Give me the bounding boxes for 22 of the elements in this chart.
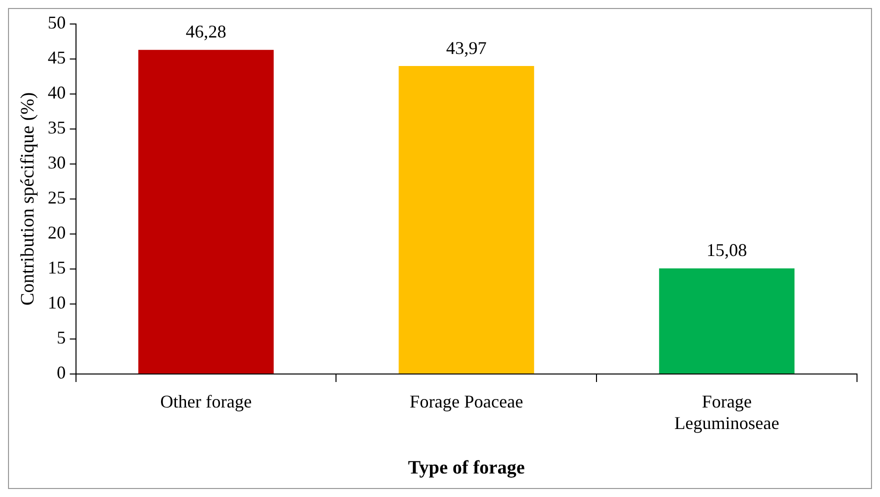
x-tick-label: Forage Leguminoseae bbox=[674, 392, 780, 434]
x-tick-label: Forage Poaceae bbox=[410, 392, 524, 412]
y-axis-title: Contribution spécifique (%) bbox=[17, 92, 38, 306]
y-tick-label: 5 bbox=[56, 328, 66, 348]
y-tick-label: 15 bbox=[48, 258, 66, 278]
bar bbox=[138, 50, 274, 374]
bar bbox=[659, 268, 795, 374]
y-tick-label: 10 bbox=[48, 292, 66, 313]
y-tick-label: 35 bbox=[48, 118, 66, 138]
data-label: 46,28 bbox=[186, 22, 226, 42]
y-tick-label: 0 bbox=[56, 362, 66, 383]
y-tick-label: 20 bbox=[48, 222, 66, 243]
y-tick-label: 50 bbox=[48, 12, 66, 33]
x-axis-title: Type of forage bbox=[408, 458, 525, 479]
y-tick-label: 30 bbox=[48, 152, 66, 173]
y-tick-label: 40 bbox=[48, 82, 66, 103]
bar bbox=[398, 66, 534, 374]
data-label: 43,97 bbox=[446, 38, 487, 58]
y-tick-label: 45 bbox=[48, 48, 66, 68]
x-tick-label: Other forage bbox=[160, 392, 252, 412]
y-tick-label: 25 bbox=[48, 188, 66, 208]
data-label: 15,08 bbox=[706, 240, 748, 260]
